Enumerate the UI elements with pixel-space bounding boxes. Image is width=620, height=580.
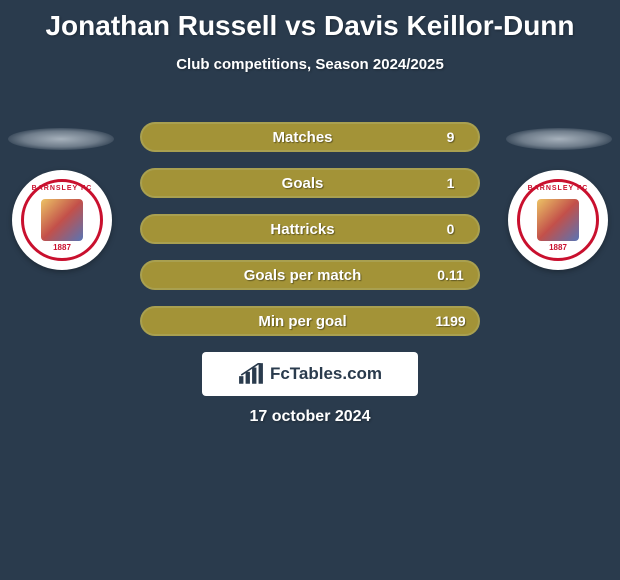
stat-row: Goals1 bbox=[140, 168, 480, 198]
page-title: Jonathan Russell vs Davis Keillor-Dunn bbox=[0, 0, 620, 42]
stat-right-value: 0.11 bbox=[423, 267, 478, 283]
stat-label: Hattricks bbox=[182, 221, 423, 238]
stat-row: Min per goal1199 bbox=[140, 306, 480, 336]
stat-row: Matches9 bbox=[140, 122, 480, 152]
stat-label: Matches bbox=[182, 129, 423, 146]
player-shadow-right bbox=[506, 128, 612, 150]
footer-date: 17 october 2024 bbox=[0, 408, 620, 426]
stat-label: Min per goal bbox=[182, 313, 423, 330]
stat-right-value: 0 bbox=[423, 221, 478, 237]
club-name: BARNSLEY FC bbox=[32, 185, 93, 192]
brand-logo: FcTables.com bbox=[202, 352, 418, 396]
brand-name: FcTables.com bbox=[270, 364, 382, 384]
player-shadow-left bbox=[8, 128, 114, 150]
stat-row: Hattricks0 bbox=[140, 214, 480, 244]
club-badge-left: BARNSLEY FC 1887 bbox=[12, 170, 112, 270]
stats-column: Matches9Goals1Hattricks0Goals per match0… bbox=[140, 122, 480, 352]
club-badge-right: BARNSLEY FC 1887 bbox=[508, 170, 608, 270]
subtitle: Club competitions, Season 2024/2025 bbox=[0, 56, 620, 73]
stat-label: Goals bbox=[182, 175, 423, 192]
stat-right-value: 1 bbox=[423, 175, 478, 191]
club-crest-graphic bbox=[537, 199, 579, 241]
club-name: BARNSLEY FC bbox=[528, 185, 589, 192]
club-crest-graphic bbox=[41, 199, 83, 241]
stat-right-value: 9 bbox=[423, 129, 478, 145]
bar-chart-icon bbox=[238, 363, 264, 385]
stat-right-value: 1199 bbox=[423, 313, 478, 329]
club-year: 1887 bbox=[53, 243, 71, 252]
club-year: 1887 bbox=[549, 243, 567, 252]
stat-row: Goals per match0.11 bbox=[140, 260, 480, 290]
stat-label: Goals per match bbox=[182, 267, 423, 284]
